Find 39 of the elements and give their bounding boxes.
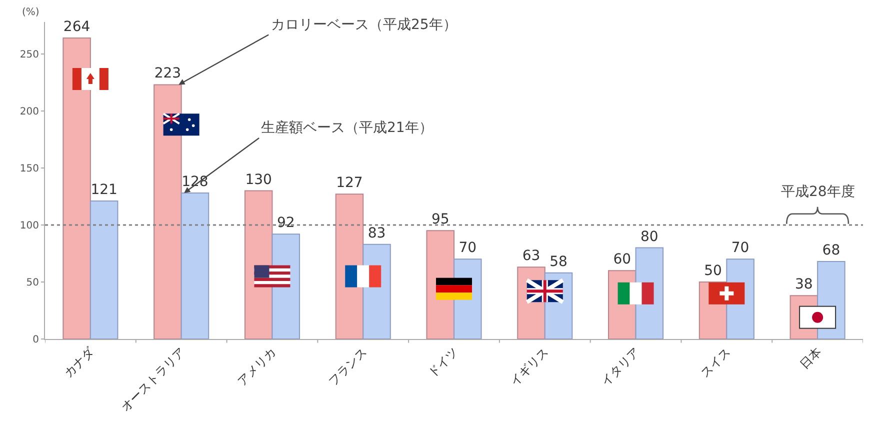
x-tick-label: カナダ — [61, 344, 98, 380]
data-label: 83 — [368, 225, 386, 242]
y-tick-label: 200 — [20, 106, 39, 118]
bar — [90, 200, 118, 339]
data-label: 223 — [154, 66, 182, 82]
y-tick-label: 150 — [20, 163, 39, 174]
data-label: 58 — [550, 254, 568, 270]
data-label: 121 — [90, 182, 118, 198]
data-label: 68 — [822, 242, 840, 258]
data-label: 95 — [431, 212, 450, 228]
x-tick-label: スイス — [698, 344, 734, 380]
y-tick-label: 50 — [26, 277, 39, 288]
annotation: 平成28年度 — [781, 184, 855, 200]
x-tick-label: ドイツ — [425, 344, 460, 380]
data-label: 80 — [640, 228, 658, 245]
data-label: 60 — [613, 252, 632, 268]
data-label: 70 — [458, 240, 477, 256]
x-tick-label: 日本 — [797, 344, 824, 372]
x-tick-label: イギリス — [507, 344, 552, 389]
y-tick-label: 250 — [20, 49, 39, 60]
x-tick-label: フランス — [326, 344, 370, 389]
data-label: 130 — [245, 172, 272, 188]
x-tick-label: アメリカ — [234, 344, 279, 389]
data-label: 264 — [63, 18, 90, 35]
data-label: 70 — [731, 240, 750, 256]
data-label: 50 — [704, 262, 722, 279]
x-tick-label: イタリア — [598, 344, 642, 389]
annotation: カロリーベース（平成25年） — [271, 17, 457, 33]
y-tick-label: 0 — [32, 334, 39, 346]
x-tick-label: オーストラリア — [118, 344, 188, 414]
annotation: 生産額ベース（平成21年） — [261, 120, 433, 136]
bar — [180, 192, 210, 339]
data-label: 38 — [795, 276, 813, 293]
data-label: 127 — [336, 175, 363, 192]
y-tick-label: 100 — [20, 220, 39, 232]
bar — [62, 37, 91, 339]
y-axis-title: (%) — [22, 7, 40, 18]
data-label: 63 — [522, 248, 540, 264]
data-label: 92 — [276, 215, 295, 232]
